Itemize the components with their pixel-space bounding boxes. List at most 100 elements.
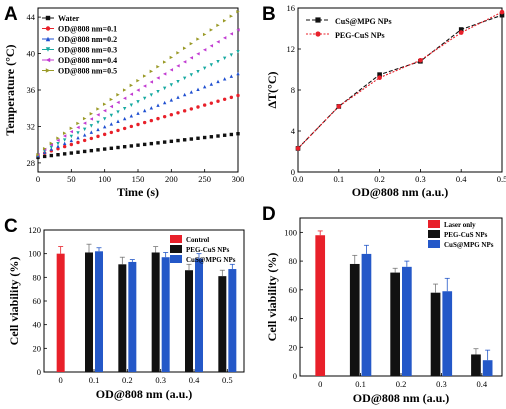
y-tick-label: 100 — [28, 249, 41, 259]
x-axis-title: OD@808 nm (a.u.) — [353, 391, 450, 405]
data-point — [149, 118, 154, 123]
y-tick-label: 80 — [289, 256, 298, 266]
data-point — [76, 150, 80, 154]
chart-c: 0 20 40 60 80 100 120 0 0.1 0.2 0.3 0.4 0.5 OD@808 nm… — [7, 225, 245, 401]
data-point — [162, 100, 167, 105]
data-point — [202, 66, 207, 71]
data-point — [129, 124, 134, 129]
data-point — [96, 120, 100, 125]
data-point — [169, 98, 174, 102]
data-point — [202, 135, 207, 140]
data-point — [122, 145, 127, 149]
x-tick-label: 0 — [36, 174, 40, 184]
data-point — [116, 119, 120, 123]
data-point — [156, 116, 160, 121]
y-tick-label: 4 — [291, 126, 296, 136]
data-point — [96, 107, 100, 111]
data-point — [377, 72, 382, 77]
data-point — [222, 19, 227, 23]
data-point — [96, 148, 100, 152]
data-point — [149, 80, 154, 84]
data-point — [189, 90, 194, 94]
data-point — [176, 51, 180, 55]
data-point — [377, 75, 382, 80]
data-point — [129, 114, 134, 118]
data-point — [176, 79, 180, 84]
data-point — [196, 105, 200, 109]
data-point — [222, 97, 227, 101]
y-tick-label: 40 — [289, 314, 298, 324]
data-point — [102, 108, 107, 113]
data-point — [76, 131, 80, 135]
data-point — [169, 113, 174, 117]
x-tick-label: 0.5 — [497, 174, 506, 184]
data-point — [116, 100, 120, 105]
data-point — [109, 97, 114, 102]
x-tick-label: 0.1 — [333, 174, 344, 184]
data-point — [96, 134, 100, 139]
data-point — [82, 138, 87, 143]
legend-label: CuS@MPG NPs — [444, 241, 494, 249]
data-point — [136, 122, 140, 127]
data-point — [169, 68, 174, 72]
data-point — [89, 148, 94, 153]
data-point — [156, 90, 160, 94]
data-point — [189, 56, 194, 60]
y-tick-label: 40 — [33, 320, 42, 330]
data-point — [122, 96, 127, 100]
x-tick-label: 50 — [67, 174, 76, 184]
y-tick-label: 12 — [287, 44, 296, 54]
data-point — [89, 136, 94, 141]
data-point — [129, 144, 134, 148]
bar — [128, 261, 137, 372]
data-point — [49, 141, 54, 146]
data-point — [229, 95, 234, 100]
data-point — [102, 124, 107, 129]
data-point — [62, 152, 67, 156]
legend-label: OD@808 nm=0.1 — [58, 25, 117, 34]
legend-label: OD@808 nm=0.2 — [58, 35, 117, 44]
data-point — [499, 9, 505, 15]
data-point — [82, 133, 87, 137]
x-axis-title: Time (s) — [117, 185, 159, 199]
bar — [118, 264, 127, 372]
data-point — [69, 134, 74, 139]
data-point — [42, 146, 47, 151]
y-tick-label: 120 — [28, 225, 41, 235]
data-point — [69, 142, 74, 147]
data-point — [189, 137, 194, 141]
x-tick-label: 150 — [132, 174, 145, 184]
data-point — [196, 136, 200, 140]
bar — [228, 269, 237, 372]
legend-label: CuS@MPG NPs — [186, 256, 236, 264]
data-point — [182, 109, 187, 113]
y-tick-label: 0 — [291, 167, 295, 177]
data-point — [182, 138, 187, 142]
data-point — [236, 50, 240, 54]
x-tick-label: 0 — [318, 379, 322, 389]
data-point — [216, 99, 220, 103]
bar — [151, 252, 160, 372]
bar — [430, 292, 441, 376]
x-tick-label: 0.4 — [456, 174, 467, 184]
legend-swatch — [428, 220, 440, 228]
y-tick-label: 60 — [33, 296, 42, 306]
data-point — [122, 116, 127, 121]
data-point — [122, 106, 127, 111]
y-tick-label: 100 — [284, 227, 297, 237]
data-point — [69, 129, 74, 134]
data-point — [182, 92, 187, 97]
data-point — [216, 40, 220, 44]
bar — [161, 257, 170, 372]
data-point — [156, 65, 160, 69]
data-point — [162, 140, 167, 144]
panel-letter-d: D — [262, 204, 276, 225]
data-point — [89, 124, 94, 128]
data-point — [162, 60, 167, 64]
series-cus-mpg-nps — [295, 12, 505, 151]
data-point — [122, 126, 127, 131]
data-point — [149, 69, 154, 74]
data-point — [196, 69, 200, 74]
data-point — [62, 141, 67, 146]
